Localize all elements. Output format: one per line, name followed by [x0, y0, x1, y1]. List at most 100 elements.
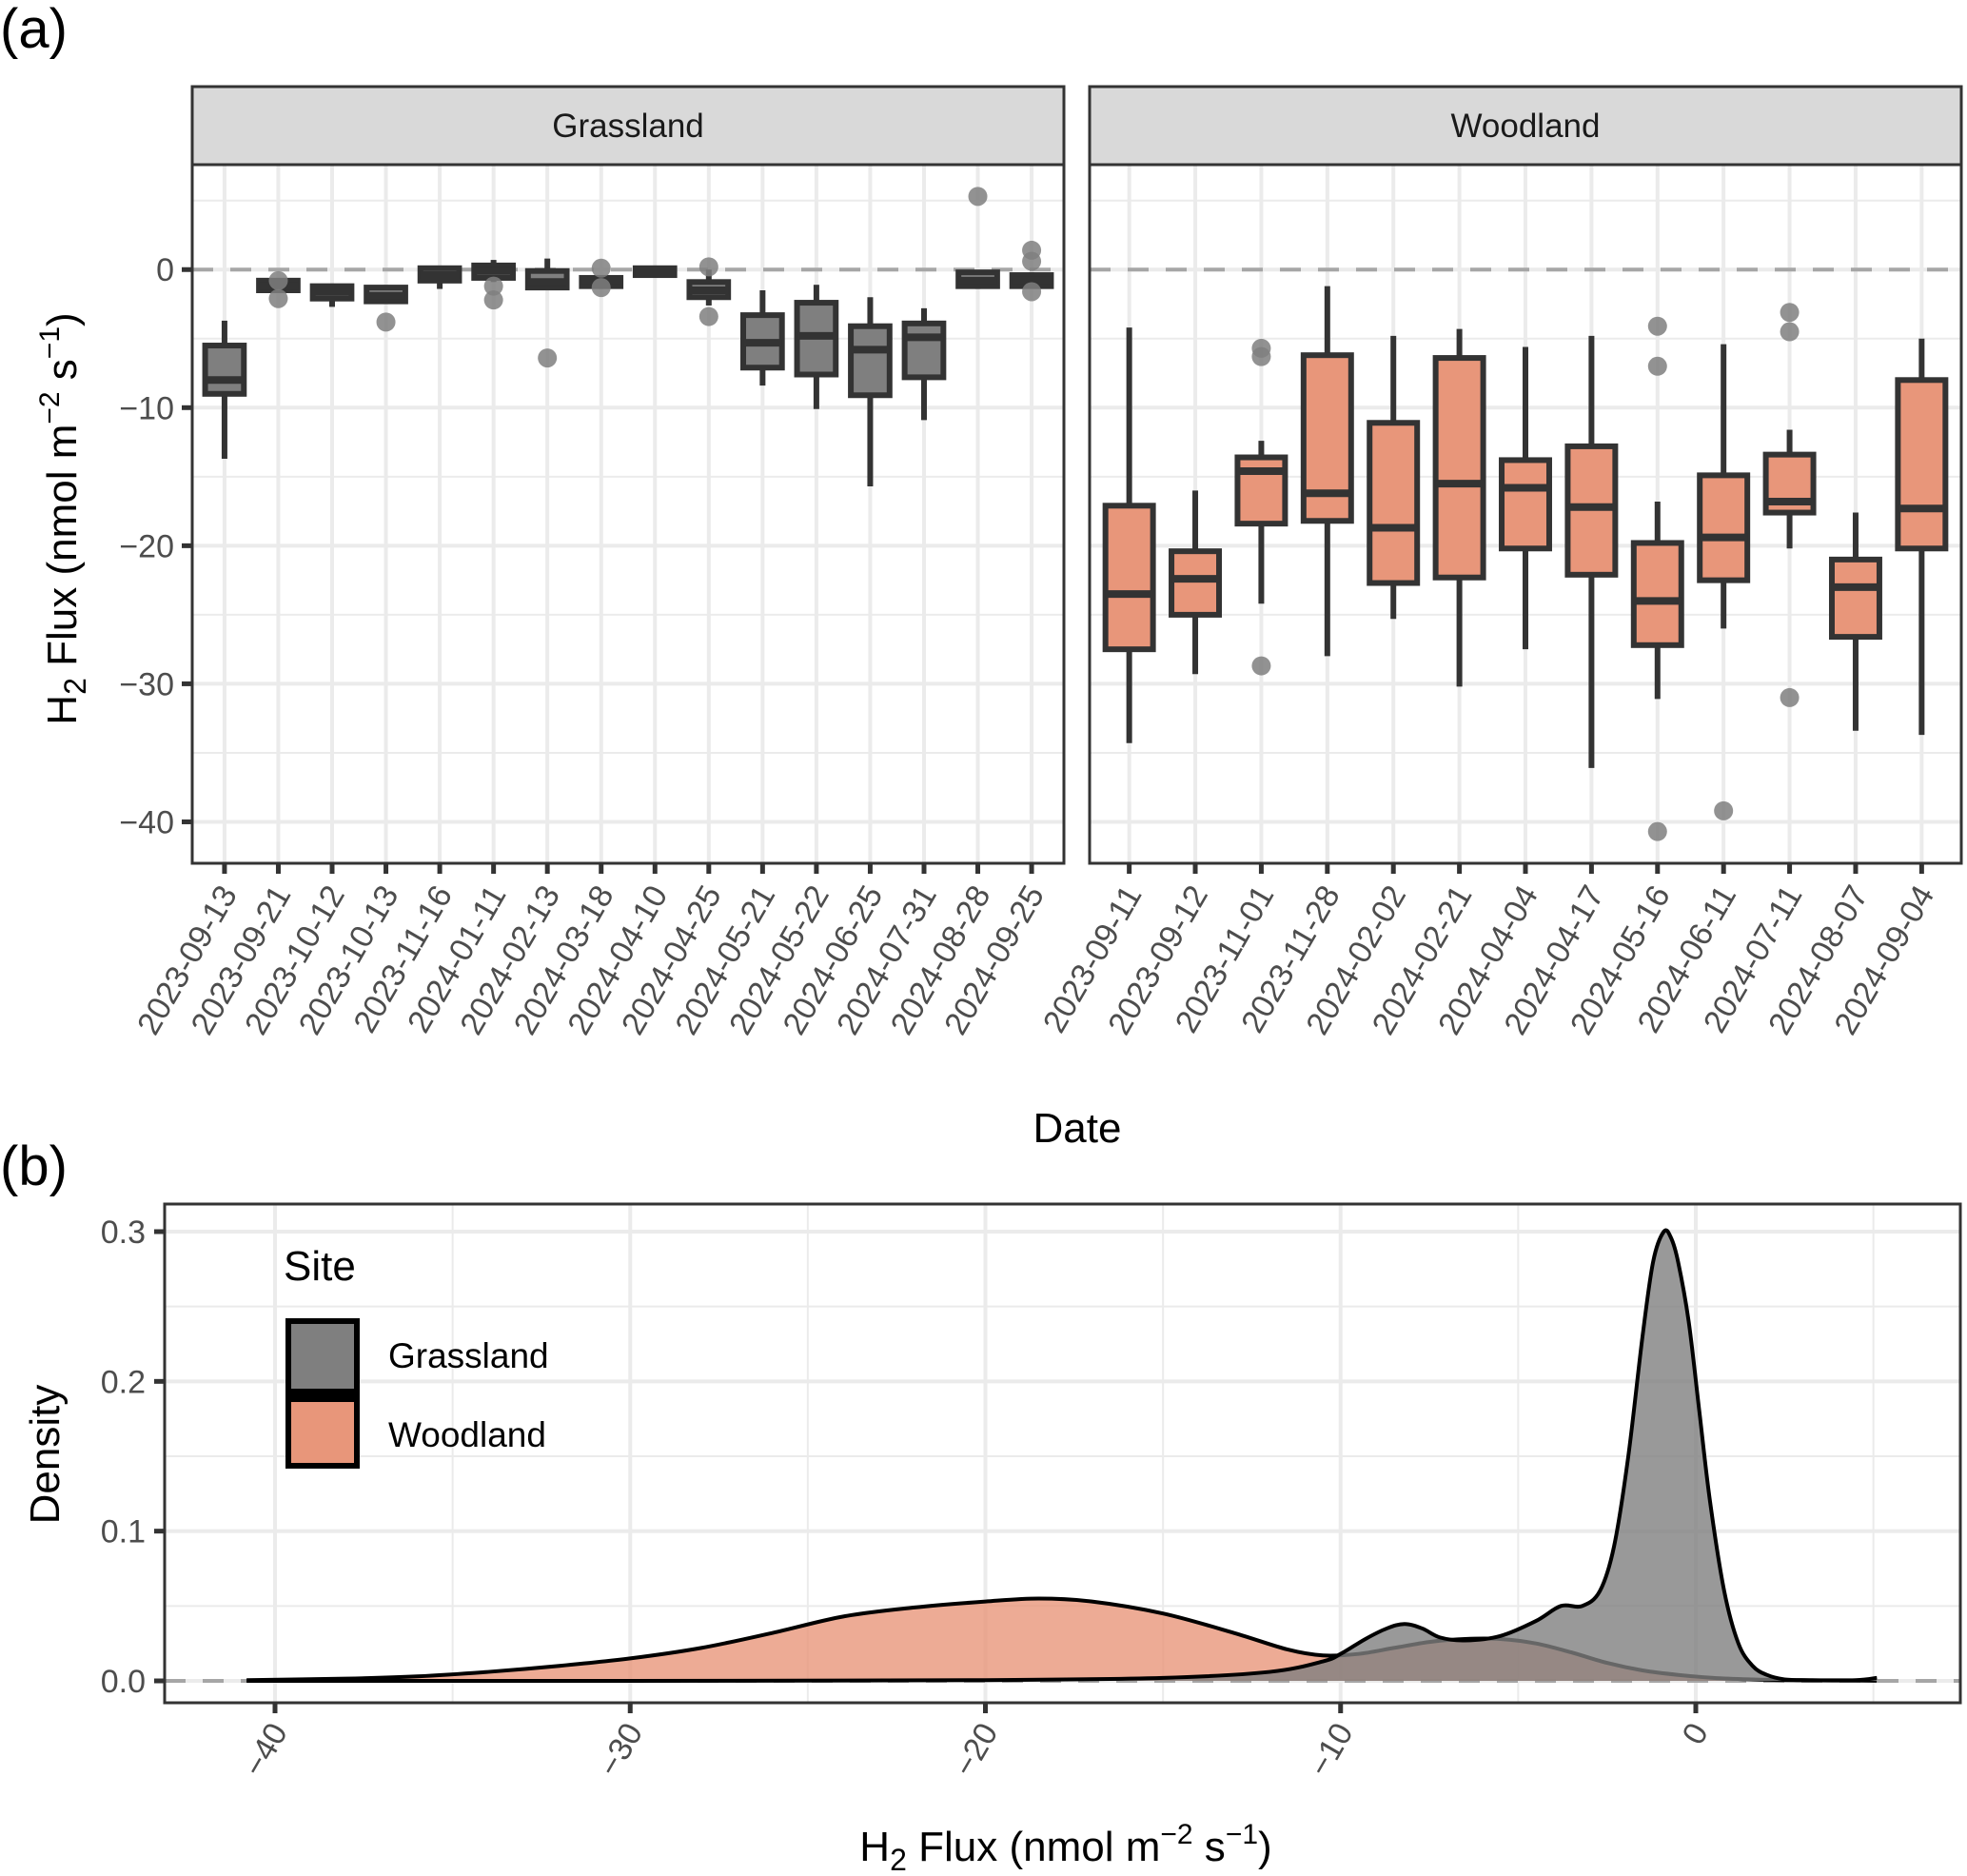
box-2024-09-04 — [1895, 338, 1949, 736]
outlier-point — [1251, 656, 1271, 676]
box-2024-09-25 — [1009, 240, 1054, 302]
outlier-point — [1022, 282, 1042, 302]
box-iqr — [848, 323, 893, 399]
y-axis-title-a: H2 Flux (nmol m−2 s−1) — [34, 312, 92, 724]
y-tick-label: 0.0 — [101, 1664, 146, 1700]
box-iqr — [1499, 457, 1552, 552]
box-iqr — [1234, 454, 1288, 527]
box-iqr — [1828, 556, 1882, 641]
outlier-point — [483, 290, 503, 310]
box-iqr — [1432, 355, 1486, 581]
box-2024-03-18 — [579, 258, 624, 298]
x-tick-label: −20 — [947, 1717, 1006, 1783]
legend: Site Grassland Woodland — [284, 1243, 549, 1469]
y-tick-label: −10 — [119, 390, 174, 426]
box-2024-02-21 — [1432, 328, 1486, 687]
outlier-point — [1647, 356, 1667, 376]
box-iqr — [1895, 377, 1949, 552]
outlier-point — [1780, 322, 1800, 342]
x-tick-label: 0 — [1676, 1717, 1716, 1750]
facet-strip-label: Grassland — [552, 108, 704, 145]
y-tick-label: 0.3 — [101, 1214, 146, 1251]
y-tick-label: 0 — [156, 252, 174, 288]
outlier-point — [591, 258, 611, 278]
facet-strip — [190, 85, 1066, 167]
box-2024-05-21 — [740, 290, 785, 386]
boxplot-panel: Grassland2023-09-132023-09-212023-10-122… — [119, 85, 1963, 1041]
box-iqr — [1169, 548, 1223, 618]
legend-label-woodland: Woodland — [388, 1415, 546, 1454]
box-2023-09-12 — [1169, 490, 1223, 675]
x-axis-title-a: Date — [1033, 1105, 1122, 1152]
box-2023-11-01 — [1234, 338, 1288, 676]
box-2024-05-22 — [794, 285, 839, 409]
y-tick-label: −30 — [119, 666, 174, 702]
box-2023-11-28 — [1300, 286, 1354, 657]
facet-strip-label: Woodland — [1451, 108, 1601, 145]
facet-grassland: Grassland2023-09-132023-09-212023-10-122… — [130, 85, 1066, 1041]
y-axis-title-b: Density — [22, 1385, 69, 1525]
y-tick-label: 0.1 — [101, 1514, 146, 1550]
box-2024-04-10 — [632, 265, 678, 279]
outlier-point — [1714, 800, 1734, 820]
panel-border — [163, 1202, 1962, 1705]
outlier-point — [1780, 303, 1800, 323]
box-2024-04-25 — [686, 257, 732, 326]
y-tick-label: −40 — [119, 804, 174, 840]
box-2024-01-11 — [471, 260, 516, 310]
legend-key-woodland — [291, 1402, 354, 1463]
box-2023-11-16 — [417, 265, 462, 289]
facet-strip — [1088, 85, 1963, 167]
box-2024-02-13 — [524, 258, 570, 368]
legend-label-grassland: Grassland — [388, 1336, 549, 1375]
panel-b-label: (b) — [0, 1135, 68, 1197]
outlier-point — [698, 306, 718, 326]
outlier-point — [483, 276, 503, 296]
outlier-point — [1022, 251, 1042, 271]
y-tick-label: −20 — [119, 528, 174, 564]
box-2023-09-13 — [202, 320, 247, 459]
outlier-point — [591, 278, 611, 298]
legend-title: Site — [284, 1243, 356, 1290]
x-tick-label: −40 — [236, 1717, 295, 1783]
box-iqr — [1697, 472, 1751, 583]
box-2024-05-16 — [1630, 316, 1684, 841]
outlier-point — [268, 270, 288, 290]
outlier-point — [1647, 821, 1667, 841]
outlier-point — [1780, 687, 1800, 707]
box-2023-10-12 — [309, 283, 355, 307]
box-2024-04-04 — [1499, 346, 1552, 650]
box-2023-09-11 — [1102, 327, 1156, 743]
box-2024-06-25 — [848, 297, 893, 486]
outlier-point — [968, 187, 988, 207]
box-iqr — [202, 343, 247, 397]
outlier-point — [1251, 346, 1271, 366]
x-tick-label: −10 — [1302, 1717, 1361, 1783]
x-tick-label: −30 — [591, 1717, 650, 1783]
panel-a-label: (a) — [0, 0, 68, 60]
density-panel: −40 −30 −20 −10 0 0.0 0.1 0.2 0.3 — [101, 1202, 1962, 1783]
outlier-point — [376, 312, 396, 332]
density-area-grassland — [246, 1230, 1878, 1682]
box-2024-06-11 — [1697, 344, 1751, 820]
outlier-point — [538, 348, 558, 368]
box-2023-09-21 — [256, 270, 301, 308]
y-tick-label: 0.2 — [101, 1364, 146, 1400]
plot-background — [192, 165, 1064, 863]
box-2024-08-28 — [955, 187, 1000, 289]
box-2023-10-13 — [364, 285, 408, 332]
box-iqr — [1367, 420, 1421, 586]
outlier-point — [698, 257, 718, 277]
box-iqr — [1630, 540, 1684, 648]
box-2024-02-02 — [1367, 335, 1421, 620]
facet-woodland: Woodland2023-09-112023-09-122023-11-0120… — [1036, 85, 1963, 1041]
legend-key-grassland — [291, 1324, 354, 1389]
box-2024-08-07 — [1828, 512, 1882, 731]
outlier-point — [268, 288, 288, 308]
box-2024-07-11 — [1762, 303, 1817, 707]
box-iqr — [1102, 503, 1156, 653]
box-2024-04-17 — [1564, 335, 1619, 768]
box-iqr — [901, 320, 947, 381]
x-axis-title-b: H2 Flux (nmol m−2 s−1) — [859, 1819, 1271, 1876]
